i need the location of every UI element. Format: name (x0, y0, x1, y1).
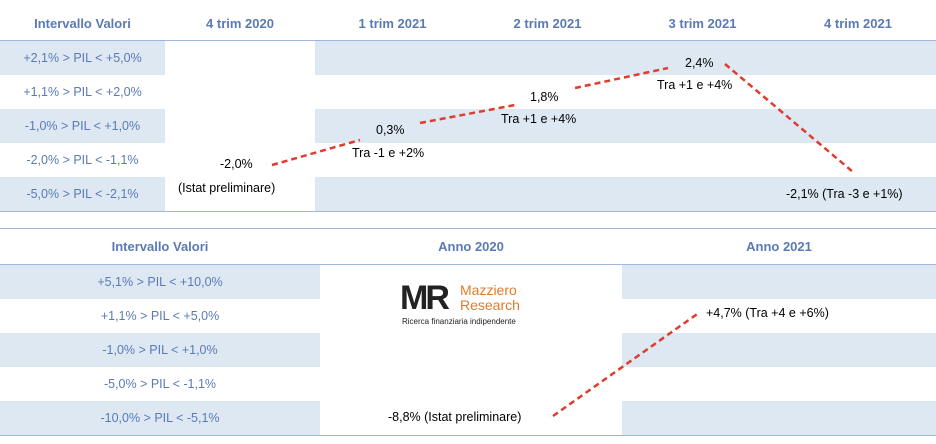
col-header-range: Intervallo Valori (34, 15, 131, 31)
range-row: -2,0% > PIL < -1,1% (0, 143, 936, 177)
value-label: +4,7% (Tra +4 e +6%) (706, 306, 829, 320)
quarterly-header-row: Intervallo Valori 4 trim 2020 1 trim 202… (0, 6, 936, 40)
logo-name-line1: Mazziero (460, 282, 517, 298)
range-label: +1,1% > PIL < +2,0% (23, 85, 142, 99)
annual-header-row: Intervallo Valori Anno 2020 Anno 2021 (0, 229, 936, 263)
mazziero-research-logo: MR Mazziero Research Ricerca finanziaria… (400, 281, 550, 331)
range-label: -1,0% > PIL < +1,0% (0, 109, 165, 143)
range-label: -2,0% > PIL < -1,1% (26, 153, 139, 167)
col-header-q1-2021: 1 trim 2021 (358, 15, 427, 31)
logo-mark: MR (400, 279, 450, 317)
range-row: -1,0% > PIL < +1,0% (0, 333, 936, 367)
range-row: -5,0% > PIL < -1,1% (0, 367, 936, 401)
col-header-q4-2021: 4 trim 2021 (824, 15, 892, 31)
range-row: +1,1% > PIL < +2,0% (0, 75, 936, 109)
col-header-q3-2021: 3 trim 2021 (668, 15, 737, 31)
range-band (315, 41, 936, 75)
sub-label: Tra -1 e +2% (352, 146, 425, 160)
range-row: -5,0% > PIL < -2,1% (0, 177, 936, 211)
header-rule (0, 264, 936, 265)
sub-label: Tra +1 e +4% (657, 78, 733, 92)
range-label: -1,0% > PIL < +1,0% (0, 333, 320, 367)
range-label: +2,1% > PIL < +5,0% (0, 41, 165, 75)
range-row: +1,1% > PIL < +5,0% (0, 299, 936, 333)
value-label: 1,8% (530, 90, 559, 104)
sub-label: (Istat preliminare) (178, 181, 276, 195)
col-header-2021: Anno 2021 (746, 238, 812, 254)
value-label: -2,0% (220, 157, 253, 171)
range-band (622, 333, 936, 367)
value-label: 0,3% (376, 123, 405, 137)
range-label: -10,0% > PIL < -5,1% (0, 401, 320, 435)
logo-tagline: Ricerca finanziaria indipendente (402, 317, 516, 326)
col-header-2020: Anno 2020 (438, 238, 504, 254)
range-band (622, 265, 936, 299)
range-label: -5,0% > PIL < -2,1% (0, 177, 165, 211)
col-header-q4-2020: 4 trim 2020 (206, 15, 274, 31)
value-label: -2,1% (Tra -3 e +1%) (786, 187, 903, 201)
table-bottom-rule (0, 211, 936, 212)
col-header-range: Intervallo Valori (111, 238, 209, 254)
range-band (315, 109, 936, 143)
table-top-rule (0, 228, 936, 229)
logo-name: Mazziero Research (460, 283, 520, 313)
range-label: +5,1% > PIL < +10,0% (0, 265, 320, 299)
table-bottom-rule (0, 435, 936, 436)
range-label: +1,1% > PIL < +5,0% (100, 309, 220, 323)
range-row: +5,1% > PIL < +10,0% (0, 265, 936, 299)
range-band (315, 177, 936, 211)
range-row: -1,0% > PIL < +1,0% (0, 109, 936, 143)
header-rule (0, 40, 936, 41)
range-row: +2,1% > PIL < +5,0% (0, 41, 936, 75)
range-band (622, 401, 936, 435)
sub-label: Tra +1 e +4% (501, 112, 577, 126)
logo-name-line2: Research (460, 297, 520, 313)
col-header-q2-2021: 2 trim 2021 (513, 15, 582, 31)
value-label: 2,4% (685, 56, 714, 70)
value-label: -8,8% (Istat preliminare) (388, 410, 522, 424)
range-label: -5,0% > PIL < -1,1% (103, 377, 217, 391)
